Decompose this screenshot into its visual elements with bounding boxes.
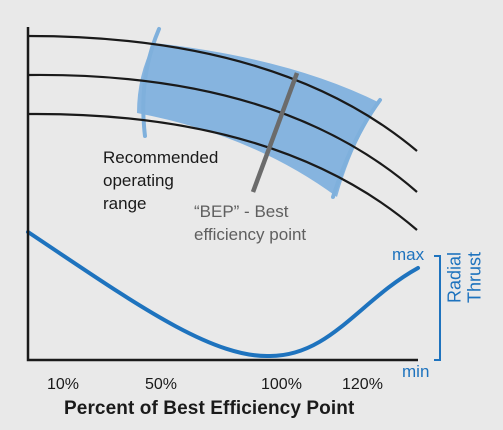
- x-tick-label: 120%: [342, 376, 383, 393]
- radial-thrust-curve: [26, 230, 420, 359]
- radial-thrust-min-label: min: [402, 362, 430, 381]
- performance-curve-middle: [27, 73, 418, 193]
- operating-range-label: Recommended operating range: [103, 146, 218, 215]
- operating-range-label-line-1: Recommended: [103, 148, 219, 167]
- operating-range-right-edge: [331, 98, 382, 199]
- chart-axes: [26, 27, 418, 362]
- x-tick-label: 10%: [47, 376, 80, 393]
- radial-thrust-title-line-1: Radial: [444, 251, 465, 303]
- bep-line: [250, 72, 300, 193]
- operating-range-label-line-2: operating: [103, 171, 174, 190]
- operating-range-label-line-3: range: [103, 194, 147, 213]
- performance-curve-lower: [27, 112, 418, 231]
- bep-label-line-1: “BEP” - Best: [194, 202, 289, 221]
- x-tick-label: 50%: [145, 376, 178, 393]
- x-axis-title: Percent of Best Efficiency Point: [64, 398, 355, 419]
- radial-thrust-max-label: max: [392, 245, 425, 264]
- radial-thrust-axis-title: Radial Thrust: [444, 252, 484, 303]
- bep-label: “BEP” - Best efficiency point: [194, 200, 306, 246]
- performance-curve-upper: [27, 34, 418, 152]
- radial-thrust-bracket: [434, 255, 441, 361]
- operating-range-band: [137, 43, 380, 197]
- bep-label-line-2: efficiency point: [194, 225, 307, 244]
- radial-thrust-title-line-2: Thrust: [464, 251, 485, 303]
- x-tick-label: 100%: [261, 376, 302, 393]
